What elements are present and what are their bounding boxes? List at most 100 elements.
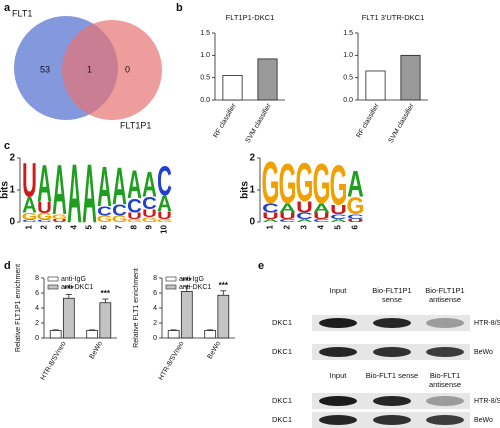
blot-band [426,415,464,425]
logo-letter: U [37,199,52,216]
x-tick-label: BeWo [89,340,105,360]
logo-letter: A [67,146,82,239]
y-axis-label: Relative FLT1P1 enrichment [15,264,22,352]
y-tick-label: 0 [153,335,157,342]
logo-letter: G [313,153,331,216]
legend-swatch [47,284,59,290]
position-label: 2 [283,224,292,229]
position-label: 1 [25,224,34,229]
y-tick-label: 0.5 [200,75,210,82]
bar [167,330,180,339]
y-tick-label: 1 [9,185,15,196]
panel-label: e [258,260,264,272]
bar [99,302,112,339]
legend-label: anti-IgG [179,276,204,283]
blot-band [426,347,464,357]
venn-circle [62,20,162,120]
lane-header: Bio-FLT1 antisense [428,371,462,389]
blot-band [426,318,464,328]
x-tick-label: HTR-8/SVneo [40,340,68,381]
cell-line-label: BeWo [474,349,493,356]
lane-header: Bio-FLT1 sense [365,371,419,380]
y-tick-label: 1.0 [200,52,210,59]
y-tick-label: 2 [249,153,255,164]
logo-letter: U [52,218,67,223]
position-label: 1 [266,224,275,229]
chart-title: FLT1P1-DKC1 [226,13,275,22]
logo-letter: A [347,163,364,205]
legend-label: anti-DKC1 [61,284,93,291]
blot-band [373,396,411,406]
venn-count: 0 [125,64,130,74]
x-tick-label: RF classifier [213,102,239,139]
position-label: 9 [145,224,154,229]
y-tick-label: 1.0 [343,52,353,59]
logo-letter: A [313,200,330,215]
legend-label: anti-IgG [61,276,86,283]
position-label: 3 [55,224,64,229]
logo-letter: A [330,218,347,223]
chart-title: FLT1 3'UTR-DKC1 [362,13,425,22]
protein-label: DKC1 [272,396,292,405]
bar [217,294,230,339]
x-tick-label: SVM classifier [388,102,417,144]
logo-letter: C [37,219,52,223]
logo-letter: G [52,213,68,220]
blot-band [426,396,464,406]
y-axis-label: Relative FLT1 enrichment [133,268,140,348]
logo-letter: C [157,157,172,204]
lane-header: Bio-FLT1P1 sense [372,286,412,304]
y-tick-label: 2 [35,320,39,327]
y-tick-label: 4 [35,305,39,312]
panel-label: c [4,140,10,152]
y-tick-label: 6 [153,290,157,297]
logo-letter: G [112,215,128,225]
logo-letter: A [279,200,296,215]
y-tick-label: 1 [249,185,255,196]
position-label: 3 [300,224,309,229]
logo-letter: G [22,212,38,222]
x-tick-label: BeWo [207,340,223,360]
logo-letter: G [37,212,53,222]
logo-letter: U [157,209,172,221]
blot-band [319,318,357,328]
position-label: 7 [115,224,124,229]
bar [62,297,75,339]
venn-set-label: FLT1P1 [120,120,151,130]
bar [365,70,386,101]
logo-letter: G [279,153,297,216]
logo-letter: C [97,203,112,218]
logo-letter: G [127,218,143,223]
cell-line-label: HTR-8/SVneo [474,320,500,327]
logo-letter: A [262,218,279,223]
significance-label: *** [219,281,229,290]
legend-swatch [165,284,177,290]
significance-label: *** [64,285,74,294]
y-tick-label: 8 [35,275,39,282]
legend-label: anti-DKC1 [179,284,211,291]
logo-letter: U [279,211,296,221]
logo-letter: C [279,218,296,223]
blot-band [373,415,411,425]
bar [400,54,421,101]
legend-swatch [165,276,177,282]
logo-letter: G [97,215,113,225]
cell-line-label: HTR-8/SVneo [474,398,500,405]
blot-band [319,347,357,357]
y-tick-label: 0.5 [343,75,353,82]
bar [180,291,193,339]
panel-label: b [176,2,183,14]
y-tick-label: 1.5 [343,30,353,37]
logo-letter: U [313,211,330,221]
position-label: 6 [351,224,360,229]
logo-letter: U [347,218,364,223]
y-tick-label: 0.0 [200,97,210,104]
logo-letter: C [22,219,37,223]
y-tick-label: 0.0 [343,97,353,104]
position-label: 2 [40,224,49,229]
logo-letter: U [296,199,313,216]
bar [49,330,62,339]
logo-letter: U [262,211,279,221]
logo-letter: C [313,218,330,223]
blot-band [373,347,411,357]
